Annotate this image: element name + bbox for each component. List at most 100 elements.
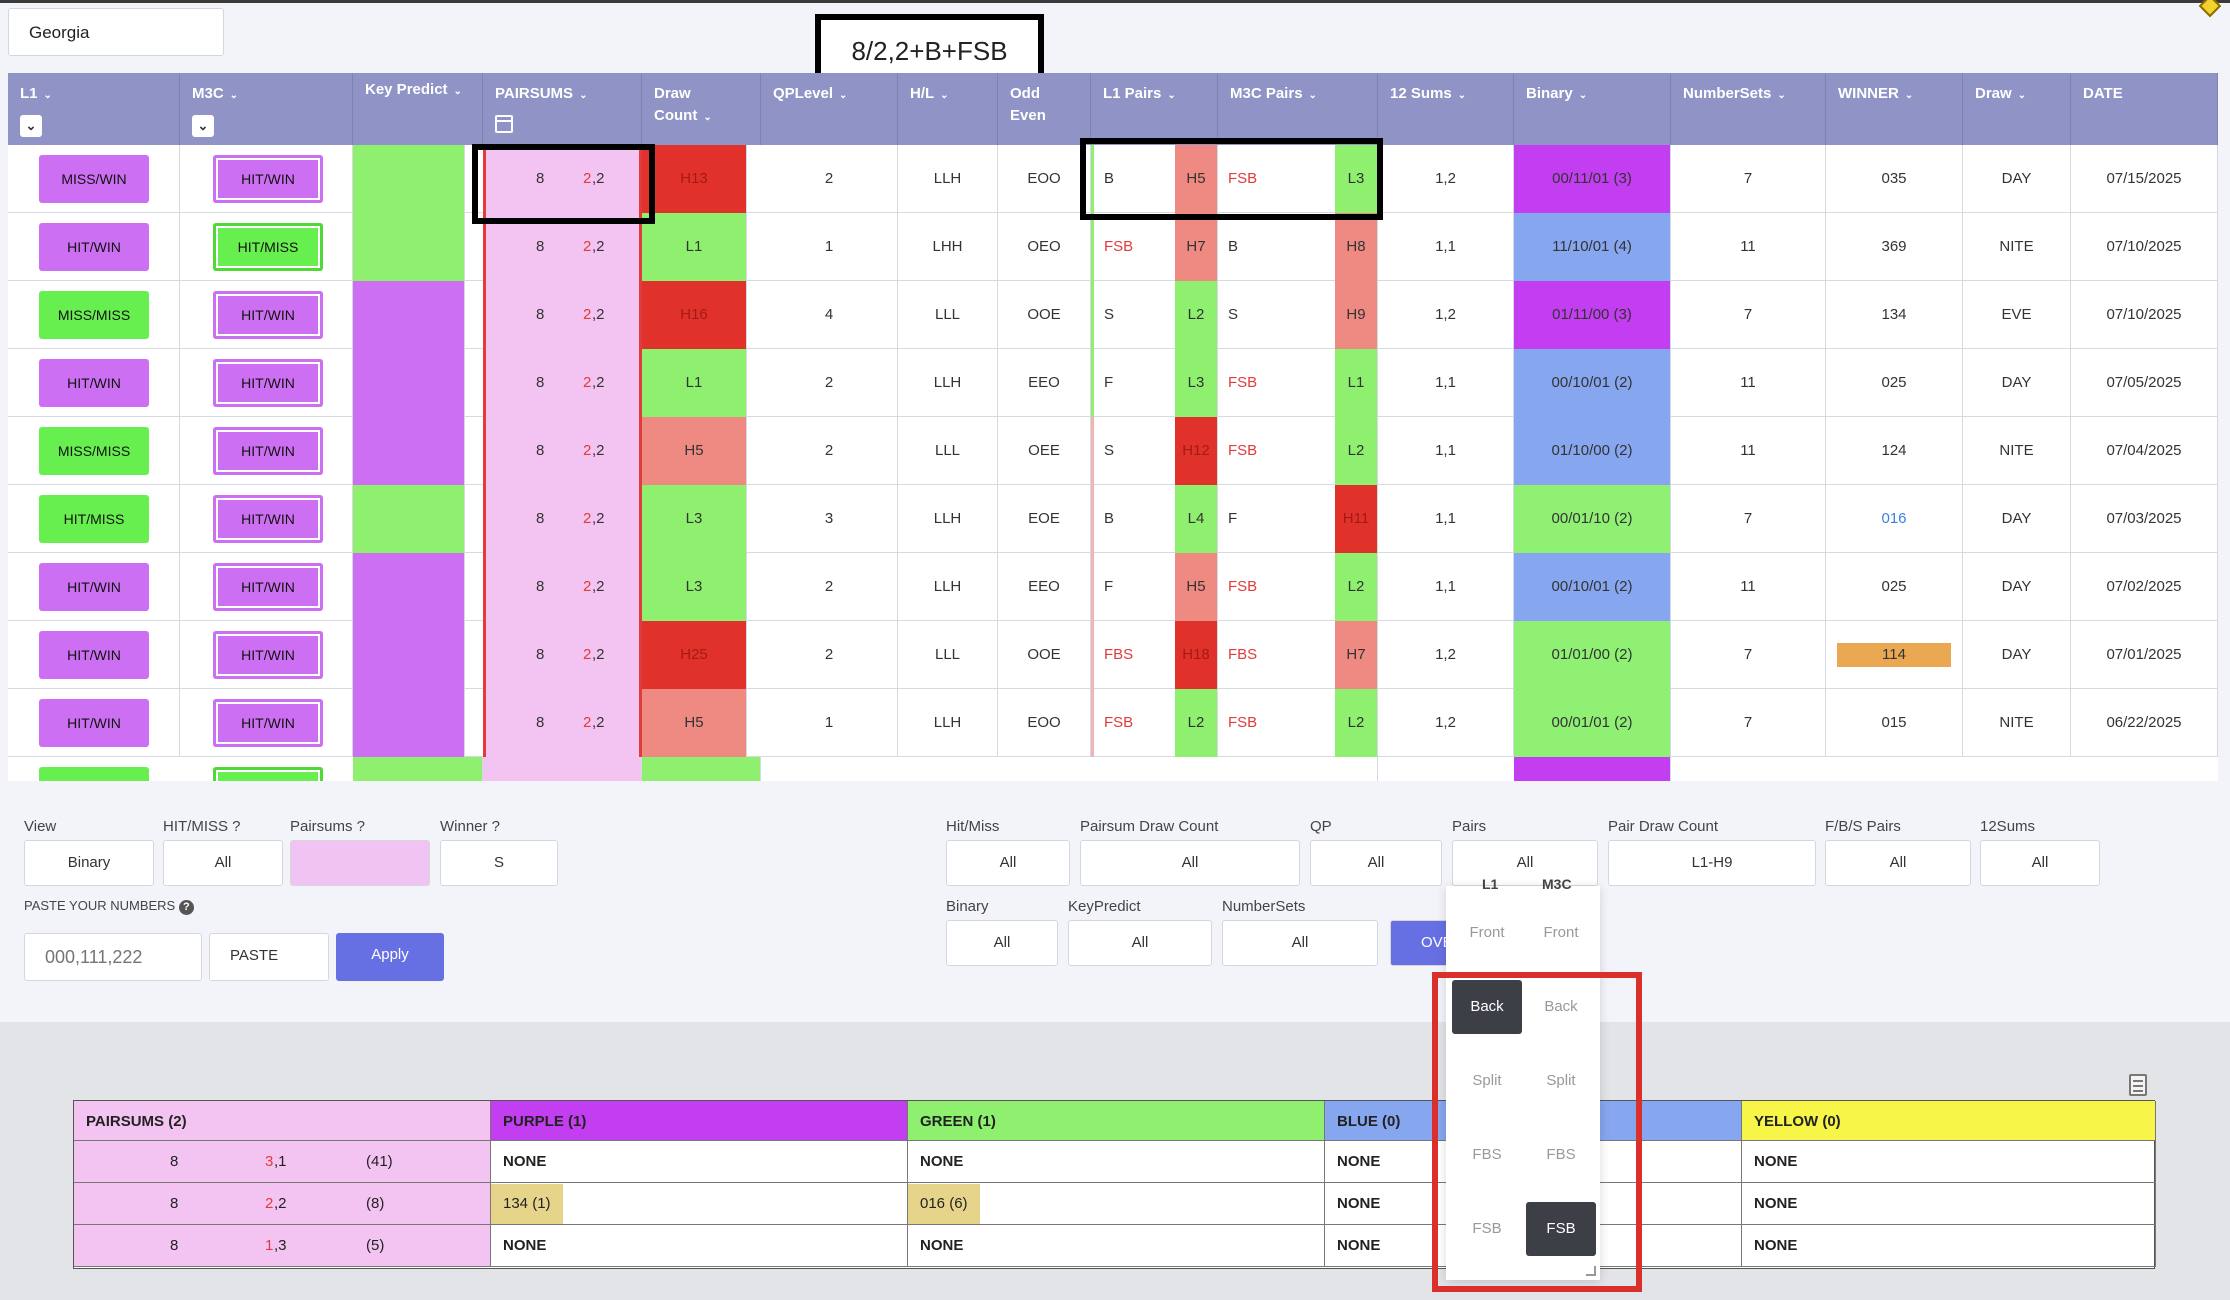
winner-select[interactable]: S bbox=[440, 840, 558, 886]
m3cpair-value: FBS bbox=[1228, 646, 1258, 663]
column-header[interactable]: 12 Sums ⌄ bbox=[1378, 73, 1514, 145]
view-select[interactable]: Binary bbox=[24, 840, 154, 886]
l1-badge[interactable]: HIT/WIN bbox=[39, 631, 149, 679]
m3c-badge[interactable]: HIT/WIN bbox=[213, 563, 323, 611]
m3c-badge[interactable]: HIT/WIN bbox=[213, 155, 323, 203]
binary-select[interactable]: All bbox=[946, 920, 1058, 966]
chevron-down-icon[interactable]: ⌄ bbox=[453, 86, 462, 97]
chevron-down-icon[interactable]: ⌄ bbox=[940, 90, 949, 101]
pairs-option-l1[interactable]: Front bbox=[1469, 924, 1505, 941]
pairs-option-l1[interactable]: FSB bbox=[1472, 1220, 1502, 1237]
chevron-down-icon[interactable]: ⌄ bbox=[579, 90, 588, 101]
pairs-option-m3c[interactable]: Back bbox=[1544, 998, 1578, 1015]
paste-label: PASTE YOUR NUMBERS ? bbox=[24, 898, 194, 915]
m3c-badge[interactable]: HIT/WIN bbox=[213, 699, 323, 747]
ns-select[interactable]: All bbox=[1222, 920, 1378, 966]
pairsums-select[interactable] bbox=[290, 840, 430, 886]
hm-select[interactable]: All bbox=[946, 840, 1070, 886]
column-toggle-checkbox[interactable]: ⌄ bbox=[20, 115, 42, 137]
l1-badge[interactable]: HIT/WIN bbox=[39, 359, 149, 407]
m3c-cell: HIT/WIN bbox=[180, 349, 353, 417]
l1-badge[interactable]: HIT/MISS bbox=[39, 495, 149, 543]
l1-badge[interactable]: HIT/WIN bbox=[39, 699, 149, 747]
pairs-option-m3c[interactable]: Front bbox=[1543, 924, 1579, 941]
clipboard-icon[interactable] bbox=[2129, 1074, 2147, 1096]
pairs-option-l1[interactable]: Split bbox=[1472, 1072, 1502, 1089]
column-toggle-checkbox[interactable]: ⌄ bbox=[192, 115, 214, 137]
column-header[interactable]: DATE bbox=[2071, 73, 2218, 145]
chevron-down-icon[interactable]: ⌄ bbox=[1578, 90, 1588, 101]
paste-input[interactable] bbox=[24, 933, 202, 981]
m3c-badge[interactable]: HIT/WIN bbox=[213, 495, 323, 543]
winner-value[interactable]: 016 bbox=[1881, 510, 1907, 527]
m3c-badge[interactable]: HIT/WIN bbox=[213, 427, 323, 475]
column-header[interactable]: Binary ⌄ bbox=[1514, 73, 1671, 145]
pairs-option-m3c[interactable]: FSB bbox=[1526, 1202, 1596, 1256]
pdc-select[interactable]: All bbox=[1080, 840, 1300, 886]
m3c-badge[interactable] bbox=[213, 767, 323, 781]
date-cell: 07/10/2025 bbox=[2071, 281, 2218, 349]
l1-badge[interactable] bbox=[39, 767, 149, 781]
m3c-badge[interactable]: HIT/WIN bbox=[213, 291, 323, 339]
column-header[interactable]: L1 Pairs ⌄ bbox=[1091, 73, 1218, 145]
chevron-down-icon[interactable]: ⌄ bbox=[43, 90, 52, 101]
hitmiss-select[interactable]: All bbox=[163, 840, 283, 886]
qp-select[interactable]: All bbox=[1310, 840, 1442, 886]
m3c-badge[interactable]: HIT/WIN bbox=[213, 631, 323, 679]
sums12-cell: 1,2 bbox=[1378, 689, 1514, 757]
hl-cell: LLH bbox=[898, 349, 998, 417]
s12-select[interactable]: All bbox=[1980, 840, 2100, 886]
l1-badge[interactable]: MISS/MISS bbox=[39, 427, 149, 475]
chevron-down-icon[interactable]: ⌄ bbox=[1308, 90, 1317, 101]
chevron-down-icon[interactable]: ⌄ bbox=[2017, 90, 2027, 101]
column-header[interactable]: L1 ⌄ ⌄ bbox=[8, 73, 180, 145]
column-header-label: H/L bbox=[910, 85, 935, 102]
summary-value[interactable]: 134 (1) bbox=[491, 1184, 563, 1224]
chevron-down-icon[interactable]: ⌄ bbox=[1457, 90, 1467, 101]
resize-handle-icon[interactable] bbox=[1586, 1266, 1596, 1276]
pairdc-select[interactable]: L1-H9 bbox=[1608, 840, 1816, 886]
m3cpair-value: B bbox=[1228, 238, 1239, 255]
kp-select[interactable]: All bbox=[1068, 920, 1212, 966]
m3cpairs-cell: FBS H7 bbox=[1218, 621, 1378, 689]
column-header[interactable]: Key Predict ⌄ bbox=[353, 73, 483, 145]
summary-value[interactable]: 016 (6) bbox=[908, 1184, 980, 1224]
m3cpair-level: L2 bbox=[1335, 417, 1377, 485]
pairs-option-m3c[interactable]: Split bbox=[1546, 1072, 1576, 1089]
state-select[interactable]: Georgia bbox=[8, 8, 224, 56]
winner-cell: 134 bbox=[1826, 281, 1963, 349]
column-header[interactable]: M3C ⌄ ⌄ bbox=[180, 73, 353, 145]
calendar-icon[interactable] bbox=[495, 115, 513, 133]
paste-button[interactable]: PASTE bbox=[209, 933, 329, 981]
chevron-down-icon[interactable]: ⌄ bbox=[229, 90, 239, 101]
l1-badge[interactable]: MISS/WIN bbox=[39, 155, 149, 203]
column-header[interactable]: Odd Even bbox=[998, 73, 1091, 145]
l1-badge[interactable]: HIT/WIN bbox=[39, 223, 149, 271]
m3c-badge[interactable]: HIT/WIN bbox=[213, 359, 323, 407]
column-header[interactable]: H/L ⌄ bbox=[898, 73, 998, 145]
m3c-cell: HIT/WIN bbox=[180, 145, 353, 213]
chevron-down-icon[interactable]: ⌄ bbox=[1167, 90, 1176, 101]
column-header[interactable]: QPLevel ⌄ bbox=[761, 73, 898, 145]
apply-button[interactable]: Apply bbox=[336, 933, 444, 981]
chevron-down-icon[interactable]: ⌄ bbox=[1777, 90, 1786, 101]
chevron-down-icon[interactable]: ⌄ bbox=[703, 112, 712, 123]
pairs-option-l1[interactable]: FBS bbox=[1472, 1146, 1502, 1163]
column-header[interactable]: WINNER ⌄ bbox=[1826, 73, 1963, 145]
column-header[interactable]: Draw Count ⌄ bbox=[642, 73, 761, 145]
pairs-select[interactable]: All bbox=[1452, 840, 1598, 886]
help-icon[interactable]: ? bbox=[178, 900, 194, 915]
pairs-option-m3c[interactable]: FBS bbox=[1546, 1146, 1576, 1163]
l1-badge[interactable]: HIT/WIN bbox=[39, 563, 149, 611]
l1-badge[interactable]: MISS/MISS bbox=[39, 291, 149, 339]
column-header[interactable]: Draw ⌄ bbox=[1963, 73, 2071, 145]
chevron-down-icon[interactable]: ⌄ bbox=[1904, 90, 1914, 101]
pairs-option-l1[interactable]: Back bbox=[1452, 980, 1522, 1034]
l1pair-value: FSB bbox=[1104, 714, 1134, 731]
column-header[interactable]: NumberSets ⌄ bbox=[1671, 73, 1826, 145]
m3c-badge[interactable]: HIT/MISS bbox=[213, 223, 323, 271]
fbs-select[interactable]: All bbox=[1825, 840, 1971, 886]
column-header[interactable]: PAIRSUMS ⌄ bbox=[483, 73, 642, 145]
chevron-down-icon[interactable]: ⌄ bbox=[839, 90, 848, 101]
column-header[interactable]: M3C Pairs ⌄ bbox=[1218, 73, 1378, 145]
